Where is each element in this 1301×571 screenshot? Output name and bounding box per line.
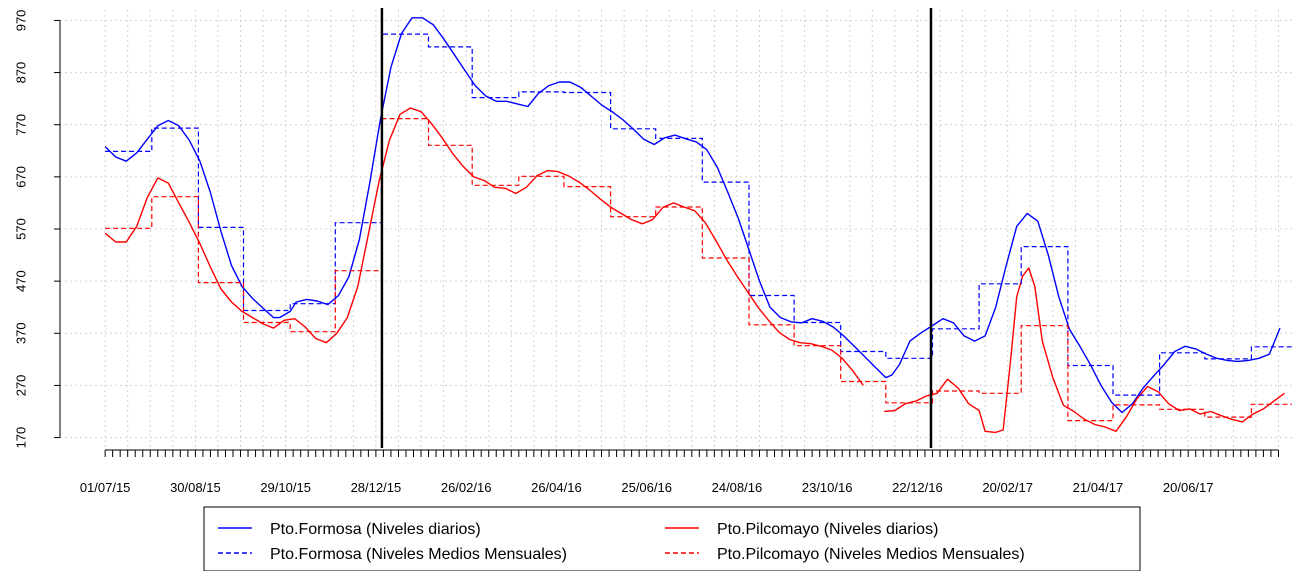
x-tick-label: 23/10/16: [802, 480, 853, 495]
x-tick-label: 21/04/17: [1073, 480, 1124, 495]
legend-label: Pto.Formosa (Niveles Medios Mensuales): [270, 546, 567, 563]
x-tick-label: 26/04/16: [531, 480, 582, 495]
y-tick-label: 670: [13, 166, 28, 188]
series-monthly-mean-0: [105, 33, 1292, 396]
legend-label: Pto.Formosa (Niveles diarios): [270, 521, 481, 538]
y-axis: 170 270 370 470 570 670 770 870 970: [13, 10, 61, 449]
x-tick-label: 28/12/15: [351, 480, 402, 495]
x-tick-label: 22/12/16: [892, 480, 943, 495]
x-tick-label: 24/08/16: [712, 480, 763, 495]
x-tick-label: 20/02/17: [982, 480, 1033, 495]
x-tick-label: 26/02/16: [441, 480, 492, 495]
x-axis: 01/07/15 30/08/15 29/10/15 28/12/15 26/02/16…: [80, 449, 1279, 495]
y-tick-label: 870: [13, 62, 28, 84]
series-monthly-mean-1: [105, 118, 1292, 422]
y-tick-label: 270: [13, 375, 28, 397]
y-tick-label: 570: [13, 218, 28, 240]
y-tick-label: 770: [13, 114, 28, 136]
x-tick-label: 20/06/17: [1163, 480, 1214, 495]
legend-box: [203, 506, 1141, 571]
series-group: [104, 17, 1292, 434]
y-tick-label: 370: [13, 322, 28, 344]
series-line-0: [104, 17, 1281, 414]
x-tick-label: 01/07/15: [80, 480, 131, 495]
vertical-markers: [380, 8, 933, 448]
legend: Pto.Formosa (Niveles diarios) Pto.Pilcoma…: [203, 506, 1141, 571]
y-tick-label: 970: [13, 10, 28, 32]
x-tick-label: 30/08/15: [170, 480, 221, 495]
x-tick-label: 29/10/15: [260, 480, 311, 495]
y-tick-label: 170: [13, 427, 28, 449]
series-line-1: [104, 107, 1285, 434]
legend-label: Pto.Pilcomayo (Niveles diarios): [717, 521, 938, 538]
grid: [60, 10, 1292, 448]
x-tick-label: 25/06/16: [621, 480, 672, 495]
y-tick-label: 470: [13, 270, 28, 292]
legend-label: Pto.Pilcomayo (Niveles Medios Mensuales): [717, 546, 1025, 563]
